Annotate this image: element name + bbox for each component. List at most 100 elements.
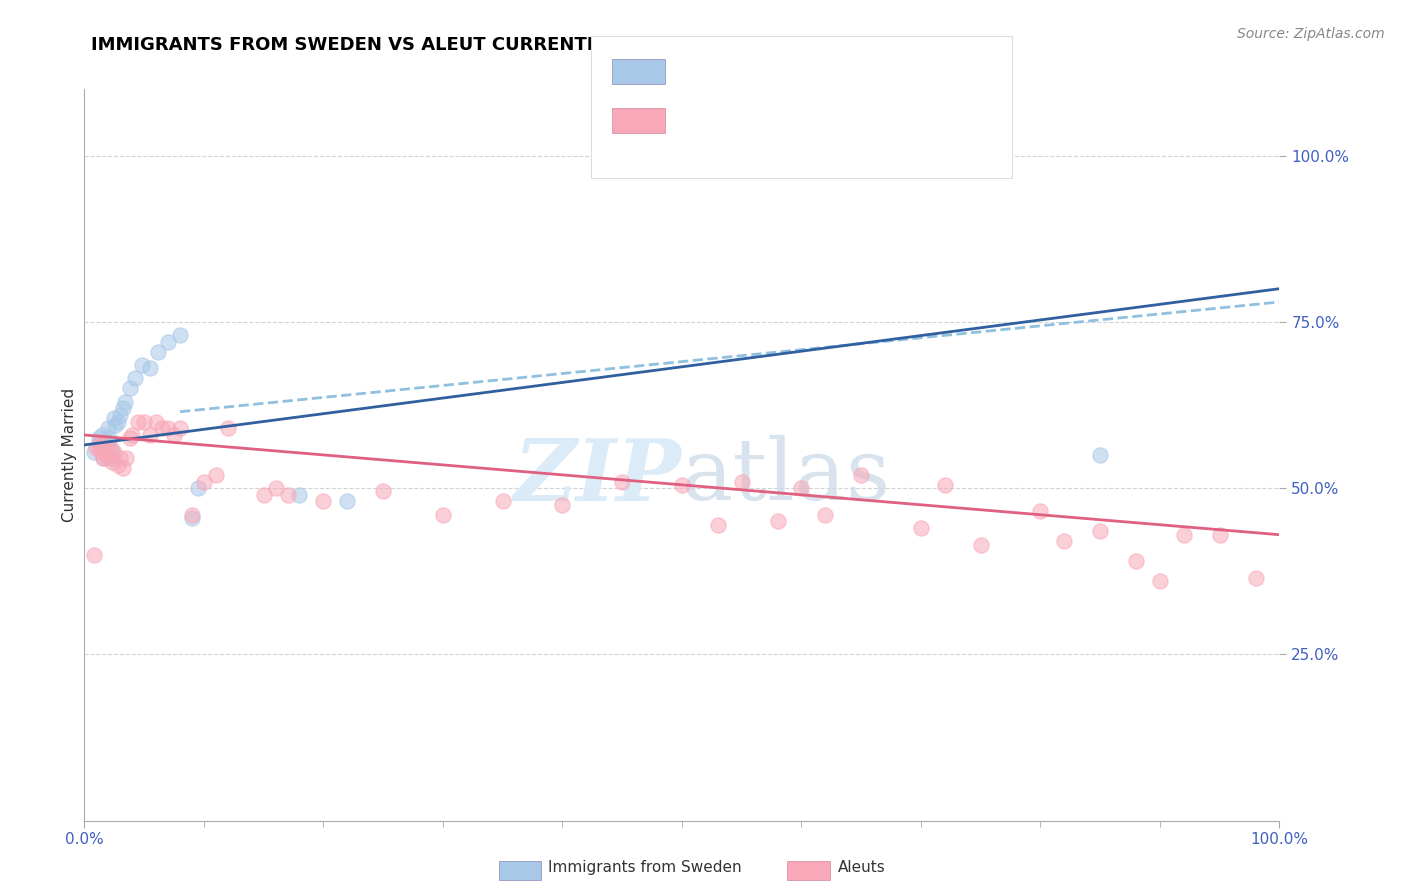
Point: [187, 481, 209, 495]
Point: [139, 361, 162, 376]
Text: Source: ZipAtlas.com: Source: ZipAtlas.com: [1237, 27, 1385, 41]
Point: [111, 461, 134, 475]
Point: [107, 458, 129, 472]
Point: [157, 421, 180, 435]
Point: [107, 415, 129, 429]
Point: [671, 478, 693, 492]
Point: [1090, 524, 1112, 539]
Text: IMMIGRANTS FROM SWEDEN VS ALEUT CURRENTLY MARRIED CORRELATION CHART: IMMIGRANTS FROM SWEDEN VS ALEUT CURRENTL…: [91, 36, 929, 54]
Point: [181, 508, 204, 522]
Point: [104, 417, 127, 432]
Point: [150, 421, 173, 435]
Text: Immigrants from Sweden: Immigrants from Sweden: [548, 861, 742, 875]
Point: [114, 394, 136, 409]
Point: [1209, 527, 1232, 541]
Point: [132, 415, 156, 429]
Point: [551, 498, 574, 512]
Point: [115, 451, 138, 466]
Point: [97, 434, 120, 449]
Point: [181, 511, 204, 525]
Point: [205, 467, 228, 482]
Point: [103, 444, 125, 458]
Point: [93, 438, 115, 452]
Point: [612, 475, 634, 489]
Point: [766, 515, 789, 529]
Text: atlas: atlas: [682, 435, 891, 518]
Point: [110, 451, 132, 466]
Point: [707, 517, 730, 532]
Text: R = -0.325   N = 59: R = -0.325 N = 59: [682, 111, 875, 130]
Point: [1244, 571, 1267, 585]
Point: [118, 431, 141, 445]
Point: [83, 444, 105, 458]
Point: [83, 548, 105, 562]
Point: [373, 484, 395, 499]
Point: [492, 494, 515, 508]
Point: [253, 488, 276, 502]
Point: [1029, 504, 1052, 518]
Text: ZIP: ZIP: [515, 435, 682, 518]
Point: [1090, 448, 1112, 462]
Text: R =  0.072   N = 33: R = 0.072 N = 33: [682, 62, 873, 81]
Point: [91, 438, 114, 452]
Point: [1053, 534, 1076, 549]
Point: [731, 475, 754, 489]
Point: [277, 488, 299, 502]
Point: [100, 442, 122, 456]
Point: [87, 442, 110, 456]
Point: [1173, 527, 1195, 541]
Point: [96, 451, 118, 466]
Point: [910, 521, 932, 535]
Point: [169, 421, 191, 435]
Text: Aleuts: Aleuts: [838, 861, 886, 875]
Point: [131, 358, 153, 372]
Point: [336, 494, 359, 508]
Point: [790, 481, 813, 495]
Point: [217, 421, 239, 435]
Point: [94, 442, 117, 456]
Point: [124, 371, 146, 385]
Point: [98, 431, 121, 445]
Point: [288, 488, 311, 502]
Point: [814, 508, 837, 522]
Point: [91, 428, 114, 442]
Point: [121, 428, 143, 442]
Point: [264, 481, 287, 495]
Point: [101, 444, 124, 458]
Point: [93, 444, 115, 458]
Point: [970, 538, 993, 552]
Point: [101, 454, 124, 468]
Point: [93, 442, 115, 456]
Point: [97, 448, 120, 462]
Point: [139, 428, 162, 442]
Point: [163, 428, 186, 442]
Point: [87, 431, 110, 445]
Point: [1125, 554, 1147, 568]
Point: [97, 421, 120, 435]
Point: [110, 408, 132, 422]
Point: [118, 381, 141, 395]
Point: [100, 451, 122, 466]
Point: [89, 434, 111, 449]
Point: [86, 442, 108, 456]
Point: [148, 344, 170, 359]
Point: [851, 467, 873, 482]
Point: [89, 434, 111, 449]
Point: [111, 401, 134, 416]
Point: [90, 444, 112, 458]
Point: [90, 442, 112, 456]
Point: [94, 444, 117, 458]
Point: [96, 448, 118, 462]
Point: [934, 478, 956, 492]
Point: [193, 475, 215, 489]
Point: [157, 334, 180, 349]
Point: [103, 411, 125, 425]
Point: [127, 415, 149, 429]
Point: [1149, 574, 1171, 589]
Y-axis label: Currently Married: Currently Married: [62, 388, 77, 522]
Point: [93, 451, 115, 466]
Point: [93, 451, 115, 466]
Point: [145, 415, 167, 429]
Point: [432, 508, 454, 522]
Point: [312, 494, 335, 508]
